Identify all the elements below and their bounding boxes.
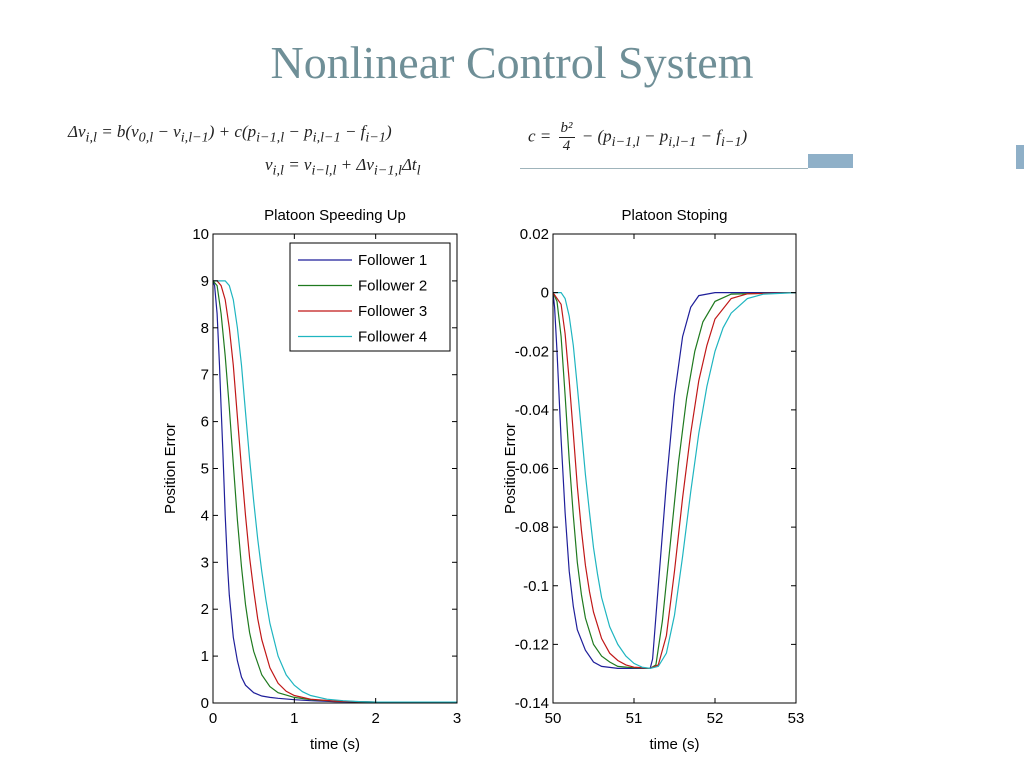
chart-1: 0 1 2 3 0 1 2 3 4 5 6 7 8 9 10 Platoon Speeding Up time … <box>162 207 461 753</box>
y-tick-label: 0.02 <box>520 226 549 243</box>
equation-gain-c: c = b² 4 − (pi−1,l − pi,l−1 − fi−1) <box>528 120 748 154</box>
y-tick-label: -0.06 <box>515 461 549 478</box>
legend: Follower 1 Follower 2 Follower 3 Follower 4 <box>289 242 451 352</box>
y-tick-label: 8 <box>201 320 209 337</box>
series-line-4 <box>553 292 796 670</box>
series-line-2 <box>553 292 796 670</box>
y-tick-label: 4 <box>201 507 209 524</box>
chart-title: Platoon Stoping <box>622 207 728 224</box>
x-tick-label: 2 <box>371 710 379 727</box>
y-tick-label: 6 <box>201 414 209 431</box>
y-tick-label: 3 <box>201 554 209 571</box>
legend-entry: Follower 3 <box>358 303 427 320</box>
decorative-accent-bar <box>808 154 853 168</box>
y-tick-label: -0.1 <box>523 578 549 595</box>
chart-title: Platoon Speeding Up <box>264 207 406 224</box>
y-tick-label: 0 <box>541 285 549 302</box>
decorative-accent-bar-edge <box>1016 145 1024 169</box>
y-tick-label: 1 <box>201 648 209 665</box>
series-line-1 <box>553 292 796 669</box>
equation-velocity-integration: vi,l = vi−l,l + Δvi−1,lΔtl <box>265 155 421 179</box>
x-tick-label: 1 <box>290 710 298 727</box>
series-line-4 <box>213 280 457 703</box>
y-tick-label: 10 <box>192 226 209 243</box>
y-tick-label: -0.14 <box>515 695 549 712</box>
y-axis-label: Position Error <box>162 423 179 514</box>
legend-entry: Follower 4 <box>358 329 427 346</box>
x-tick-label: 50 <box>545 710 562 727</box>
chart-2: 50 51 52 53 -0.14 -0.12 -0.1 -0.08 -0.06 -0.04 -0.… <box>502 207 804 753</box>
x-axis-label: time (s) <box>650 736 700 753</box>
x-tick-label: 53 <box>788 710 805 727</box>
y-tick-label: -0.02 <box>515 343 549 360</box>
x-tick-label: 51 <box>626 710 643 727</box>
equation-velocity-update: Δvi,l = b(v0,l − vi,l−1) + c(pi−1,l − pi… <box>68 122 392 146</box>
x-axis-label: time (s) <box>310 736 360 753</box>
legend-entry: Follower 1 <box>358 252 427 269</box>
y-axis-label: Position Error <box>502 423 519 514</box>
y-tick-label: 7 <box>201 367 209 384</box>
slide-title: Nonlinear Control System <box>270 37 754 88</box>
x-tick-label: 0 <box>209 710 217 727</box>
legend-box <box>289 242 451 352</box>
legend-entry: Follower 2 <box>358 278 427 295</box>
y-tick-label: 5 <box>201 461 209 478</box>
x-tick-label: 52 <box>707 710 724 727</box>
y-tick-label: 9 <box>201 273 209 290</box>
y-tick-label: -0.04 <box>515 402 549 419</box>
y-tick-label: -0.08 <box>515 519 549 536</box>
series-line-3 <box>213 280 457 703</box>
series-line-1 <box>213 280 457 703</box>
y-tick-label: 2 <box>201 601 209 618</box>
series-line-3 <box>553 292 796 670</box>
y-tick-label: 0 <box>201 695 209 712</box>
x-tick-label: 3 <box>453 710 461 727</box>
equation-underline <box>520 168 808 169</box>
y-tick-label: -0.12 <box>515 636 549 653</box>
fraction: b² 4 <box>558 120 575 154</box>
